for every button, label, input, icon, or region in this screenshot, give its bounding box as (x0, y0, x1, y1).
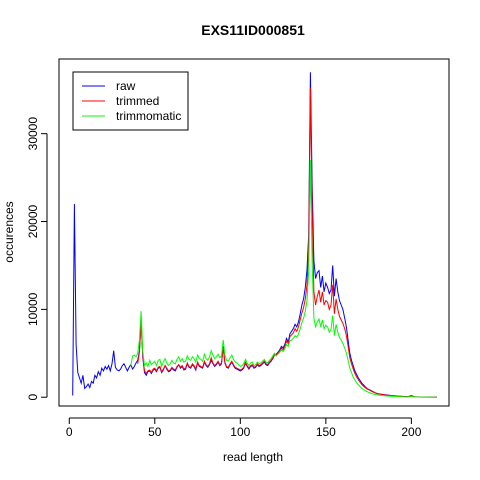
x-axis-label: read length (223, 450, 283, 464)
series-line-trimmomatic (130, 159, 438, 398)
legend-label-trimmomatic: trimmomatic (116, 109, 181, 123)
y-tick-label: 10000 (26, 292, 40, 326)
y-tick-label: 30000 (26, 117, 40, 151)
y-tick-label: 20000 (26, 205, 40, 239)
series-line-raw (72, 72, 438, 398)
series-lines (72, 72, 438, 398)
y-tick-label: 0 (26, 394, 40, 401)
x-tick-label: 50 (148, 425, 162, 439)
plot-frame (58, 58, 450, 407)
chart-title: EXS11ID000851 (201, 22, 305, 38)
x-tick-label: 200 (401, 425, 421, 439)
legend-label-trimmed: trimmed (116, 94, 159, 108)
y-axis-label: occurences (2, 201, 16, 262)
y-axis: 0 10000 20000 30000 (26, 117, 48, 401)
x-tick-label: 0 (66, 425, 73, 439)
x-tick-label: 150 (316, 425, 336, 439)
series-line-trimmed (137, 87, 437, 398)
legend-label-raw: raw (116, 79, 136, 93)
x-tick-label: 100 (230, 425, 250, 439)
x-axis: 0 50 100 150 200 (66, 417, 422, 439)
